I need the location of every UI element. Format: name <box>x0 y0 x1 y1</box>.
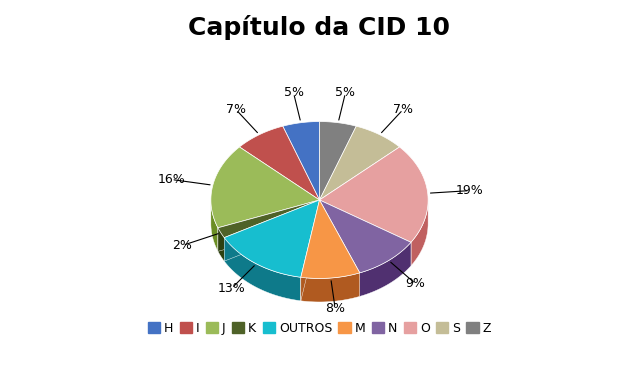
Text: 5%: 5% <box>335 86 355 99</box>
Polygon shape <box>301 200 360 279</box>
Polygon shape <box>218 228 224 261</box>
Polygon shape <box>301 200 320 301</box>
Polygon shape <box>240 126 320 200</box>
Polygon shape <box>224 200 320 261</box>
Polygon shape <box>320 126 399 200</box>
Title: Capítulo da CID 10: Capítulo da CID 10 <box>189 15 450 40</box>
Text: 8%: 8% <box>325 301 345 315</box>
Polygon shape <box>224 200 320 277</box>
Polygon shape <box>301 273 360 302</box>
Polygon shape <box>320 122 357 200</box>
Polygon shape <box>320 200 360 296</box>
Legend: H, I, J, K, OUTROS, M, N, O, S, Z: H, I, J, K, OUTROS, M, N, O, S, Z <box>142 317 497 340</box>
Polygon shape <box>211 147 320 228</box>
Polygon shape <box>211 199 218 251</box>
Polygon shape <box>360 242 411 296</box>
Polygon shape <box>411 199 428 266</box>
Text: 19%: 19% <box>456 184 484 197</box>
Text: 9%: 9% <box>406 277 426 290</box>
Text: 5%: 5% <box>284 86 304 99</box>
Polygon shape <box>218 200 320 237</box>
Text: 7%: 7% <box>393 103 413 116</box>
Polygon shape <box>320 147 428 242</box>
Polygon shape <box>320 200 411 273</box>
Polygon shape <box>320 200 411 266</box>
Polygon shape <box>282 122 320 200</box>
Polygon shape <box>218 200 320 251</box>
Text: 2%: 2% <box>173 239 192 252</box>
Text: 16%: 16% <box>157 173 185 186</box>
Text: 13%: 13% <box>218 282 245 295</box>
Polygon shape <box>224 237 301 301</box>
Text: 7%: 7% <box>226 103 246 116</box>
